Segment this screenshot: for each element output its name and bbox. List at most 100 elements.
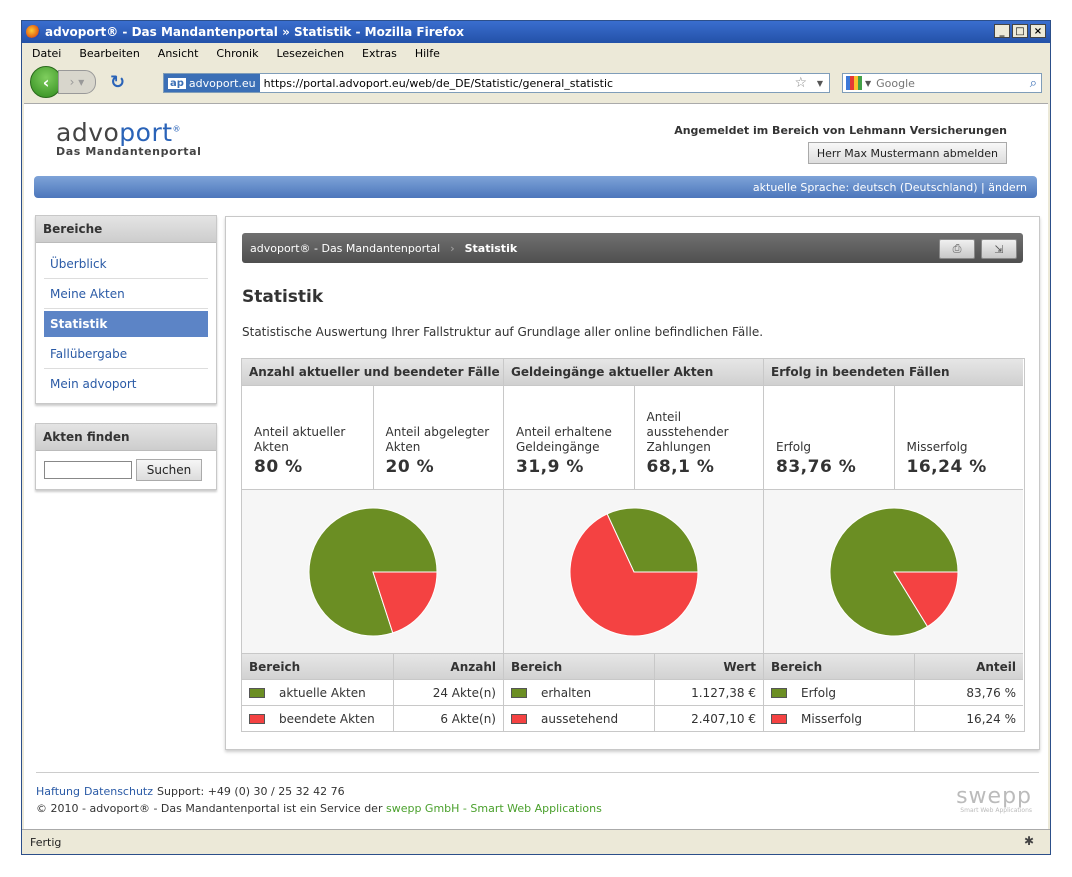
file-search-input[interactable] bbox=[44, 461, 132, 479]
sidebar-item-mein-advoport[interactable]: Mein advoport bbox=[50, 377, 137, 391]
advoport-logo[interactable]: advoport® Das Mandantenportal bbox=[56, 118, 202, 158]
language-text[interactable]: aktuelle Sprache: deutsch (Deutschland) … bbox=[752, 180, 1027, 194]
legend-table: Bereich Anzahl aktuelle Akten 24 Akte(n) bee… bbox=[242, 654, 503, 731]
logo-text-port: port bbox=[119, 118, 173, 147]
menu-extras[interactable]: Extras bbox=[362, 46, 397, 60]
stat-cell: Anteil erhaltene Geldeingänge 31,9 % bbox=[504, 386, 634, 489]
table-row: erhalten 1.127,38 € bbox=[504, 679, 763, 706]
maximize-button[interactable]: □ bbox=[1012, 24, 1028, 38]
sidebar-item-meine-akten[interactable]: Meine Akten bbox=[44, 279, 208, 309]
stat-label: Misserfolg bbox=[906, 440, 968, 454]
file-search-button[interactable]: Suchen bbox=[136, 459, 202, 481]
legend-cell: Erfolg bbox=[764, 679, 915, 706]
search-icon[interactable]: ⌕ bbox=[1029, 75, 1037, 91]
export-icon[interactable]: ⇲ bbox=[981, 239, 1017, 259]
table-row: Erfolg 83,76 % bbox=[764, 679, 1023, 706]
breadcrumb-home[interactable]: advoport® - Das Mandantenportal bbox=[250, 241, 441, 255]
legend-label: aussetehend bbox=[541, 711, 619, 726]
menu-bar: Datei Bearbeiten Ansicht Chronik Lesezei… bbox=[22, 43, 1050, 63]
legend-label: beendete Akten bbox=[279, 711, 375, 726]
breadcrumb-separator-icon: › bbox=[450, 241, 455, 255]
legend-swatch-icon bbox=[771, 714, 787, 724]
user-info: Angemeldet im Bereich von Lehmann Versic… bbox=[674, 124, 1007, 137]
legend-label: Erfolg bbox=[801, 685, 837, 700]
minimize-button[interactable]: _ bbox=[994, 24, 1010, 38]
footer-link-haftung[interactable]: Haftung bbox=[36, 785, 80, 798]
title-bar: advoport® - Das Mandantenportal » Statis… bbox=[22, 21, 1050, 43]
menu-chronik[interactable]: Chronik bbox=[216, 46, 259, 60]
stat-label: Anteil aktueller Akten bbox=[254, 425, 346, 454]
chevron-down-icon[interactable]: ▼ bbox=[865, 78, 872, 88]
menu-lesezeichen[interactable]: Lesezeichen bbox=[276, 46, 345, 60]
firefox-icon bbox=[26, 25, 40, 39]
legend-swatch-icon bbox=[511, 714, 527, 724]
legend-label: aktuelle Akten bbox=[279, 685, 366, 700]
navigation-toolbar: ‹ › ▾ ↻ ap advoport.eu https://portal.adv… bbox=[22, 63, 1050, 101]
menu-ansicht[interactable]: Ansicht bbox=[157, 46, 199, 60]
page-content: advoport® Das Mandantenportal Angemeldet… bbox=[24, 103, 1048, 830]
pie-chart bbox=[504, 490, 763, 654]
chevron-down-icon[interactable]: ▼ bbox=[816, 78, 823, 88]
menu-datei[interactable]: Datei bbox=[32, 46, 62, 60]
sidebar-item-falluebergabe[interactable]: Fallübergabe bbox=[44, 339, 208, 369]
stat-label: Anteil ausstehender Zahlungen bbox=[646, 410, 729, 454]
breadcrumb: advoport® - Das Mandantenportal › Statis… bbox=[242, 233, 1023, 263]
statistics-grid: Anzahl aktueller und beendeter Fälle Ante… bbox=[241, 358, 1025, 732]
stat-summary: Anteil aktueller Akten 80 % Anteil abgeleg… bbox=[242, 386, 503, 490]
logout-button[interactable]: Herr Max Mustermann abmelden bbox=[807, 142, 1007, 164]
legend-value: 16,24 % bbox=[913, 705, 1023, 731]
sidebar-item-statistik[interactable]: Statistik bbox=[44, 311, 208, 337]
url-text[interactable]: https://portal.advoport.eu/web/de_DE/Sta… bbox=[263, 76, 614, 90]
legend-value: 2.407,10 € bbox=[653, 705, 763, 731]
back-button[interactable]: ‹ bbox=[30, 66, 62, 98]
reload-icon[interactable]: ↻ bbox=[110, 71, 126, 93]
logo-registered-mark: ® bbox=[172, 124, 182, 134]
pie-slice-secondary bbox=[892, 571, 959, 627]
legend-table-header: Bereich bbox=[504, 654, 655, 680]
menu-hilfe[interactable]: Hilfe bbox=[414, 46, 440, 60]
site-badge-icon: ap bbox=[168, 77, 186, 89]
pie-slice-secondary bbox=[371, 571, 438, 633]
address-bar[interactable]: ap advoport.eu https://portal.advoport.eu… bbox=[163, 73, 830, 93]
site-identity-badge[interactable]: ap advoport.eu bbox=[164, 74, 260, 92]
sidebar-areas: Bereiche Überblick Meine Akten Statistik… bbox=[35, 215, 217, 404]
search-input[interactable] bbox=[874, 75, 1019, 91]
pie-slice-secondary bbox=[569, 512, 699, 636]
pie-svg bbox=[308, 507, 438, 636]
stat-value: 20 % bbox=[385, 457, 435, 477]
swepp-logo-text: swepp bbox=[956, 784, 1032, 809]
pie-svg bbox=[829, 507, 959, 636]
logo-tagline: Das Mandantenportal bbox=[56, 145, 202, 158]
legend-cell: aktuelle Akten bbox=[242, 679, 394, 706]
firebug-icon[interactable]: ✱ bbox=[1024, 834, 1035, 848]
stat-label: Erfolg bbox=[776, 440, 812, 454]
bookmark-star-icon[interactable]: ☆ bbox=[794, 75, 807, 91]
legend-value: 1.127,38 € bbox=[653, 679, 763, 706]
table-row: aktuelle Akten 24 Akte(n) bbox=[242, 679, 503, 706]
stat-value: 16,24 % bbox=[906, 457, 987, 477]
google-icon[interactable] bbox=[846, 76, 862, 90]
stat-column-title: Anzahl aktueller und beendeter Fälle bbox=[242, 359, 503, 386]
stat-label: Anteil abgelegter Akten bbox=[385, 425, 490, 454]
logo-text-advo: advo bbox=[56, 118, 120, 147]
stat-summary: Erfolg 83,76 % Misserfolg 16,24 % bbox=[764, 386, 1023, 490]
status-bar: Fertig ✱ bbox=[22, 829, 1050, 854]
footer-copyright: © 2010 - advoport® - Das Mandantenportal… bbox=[36, 802, 386, 815]
page-title: Statistik bbox=[242, 287, 324, 307]
forward-button[interactable]: › ▾ bbox=[58, 70, 96, 94]
search-bar[interactable]: ▼ ⌕ bbox=[842, 73, 1042, 93]
file-search-title: Akten finden bbox=[36, 424, 216, 451]
pie-slice-primary bbox=[605, 507, 699, 572]
footer-link-datenschutz[interactable]: Datenschutz bbox=[83, 785, 154, 798]
swepp-logo[interactable]: swepp Smart Web Applications bbox=[956, 784, 1032, 814]
sidebar-item-ueberblick[interactable]: Überblick bbox=[44, 249, 208, 279]
breadcrumb-current: Statistik bbox=[464, 241, 518, 255]
sidebar-title: Bereiche bbox=[36, 216, 216, 243]
footer-swepp-link[interactable]: swepp GmbH - Smart Web Applications bbox=[385, 802, 602, 815]
close-button[interactable]: × bbox=[1030, 24, 1046, 38]
print-icon[interactable]: ⎙ bbox=[939, 239, 975, 259]
menu-bearbeiten[interactable]: Bearbeiten bbox=[79, 46, 140, 60]
footer: Haftung Datenschutz Support: +49 (0) 30 / … bbox=[36, 772, 1039, 815]
language-bar: aktuelle Sprache: deutsch (Deutschland) … bbox=[34, 176, 1037, 198]
stat-cell: Erfolg 83,76 % bbox=[764, 386, 894, 489]
